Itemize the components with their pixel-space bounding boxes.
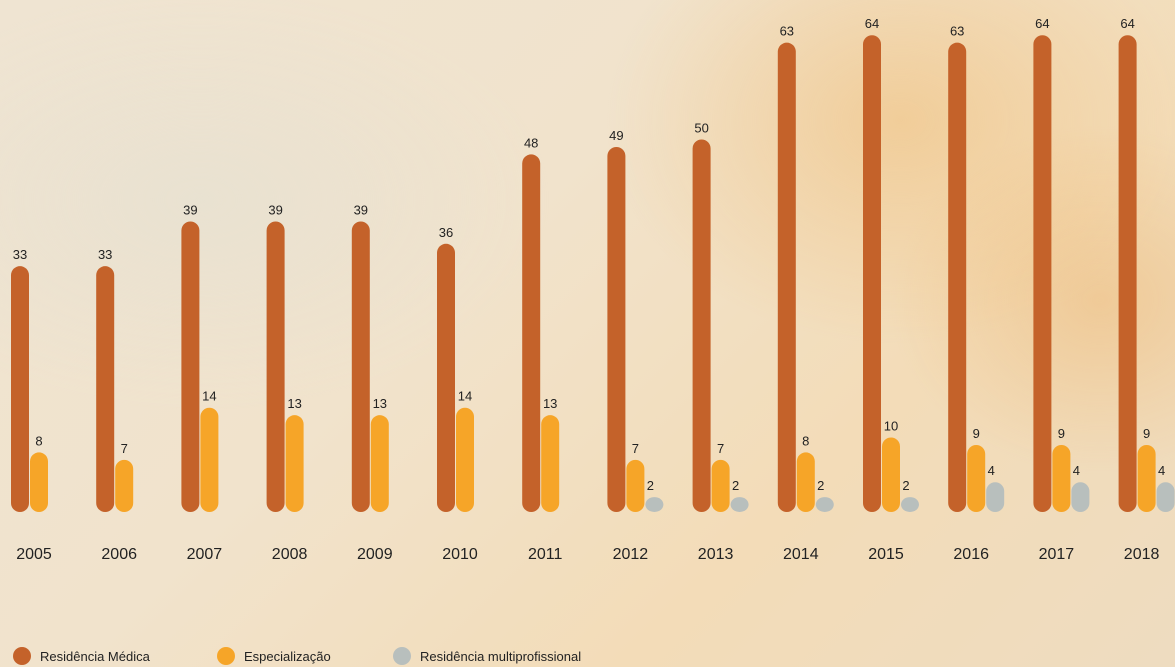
value-label: 63 <box>950 24 964 39</box>
x-tick-label: 2005 <box>16 546 52 563</box>
bar <box>437 243 455 513</box>
bar <box>181 221 200 512</box>
bar <box>986 482 1005 512</box>
value-label: 13 <box>373 396 387 411</box>
x-tick-label: 2014 <box>783 546 819 563</box>
value-label: 33 <box>98 247 112 262</box>
value-label: 7 <box>121 441 128 456</box>
x-tick-label: 2016 <box>953 546 989 563</box>
bar <box>96 266 115 512</box>
value-label: 63 <box>780 24 794 39</box>
bar <box>1071 482 1090 512</box>
bar <box>1118 35 1137 512</box>
bar <box>948 42 967 513</box>
bar <box>351 221 370 512</box>
legend-swatch <box>13 647 31 665</box>
bar <box>541 415 560 512</box>
value-label: 64 <box>1035 16 1049 31</box>
x-tick-label: 2018 <box>1124 546 1160 563</box>
value-label: 9 <box>1058 426 1065 441</box>
bar <box>1033 35 1052 512</box>
x-tick-label: 2010 <box>442 546 478 563</box>
value-label: 50 <box>694 121 708 136</box>
value-label: 14 <box>458 389 472 404</box>
value-label: 39 <box>354 202 368 217</box>
bar <box>456 407 474 512</box>
value-label: 4 <box>1158 463 1165 478</box>
value-label: 14 <box>202 389 216 404</box>
value-label: 13 <box>543 396 557 411</box>
value-label: 39 <box>183 202 197 217</box>
x-tick-label: 2017 <box>1039 546 1075 563</box>
value-label: 13 <box>287 396 301 411</box>
bar <box>711 459 730 512</box>
x-tick-label: 2013 <box>698 546 734 563</box>
value-label: 8 <box>802 433 809 448</box>
bar <box>815 497 834 512</box>
x-tick-label: 2007 <box>187 546 223 563</box>
value-label: 4 <box>988 463 995 478</box>
value-label: 49 <box>609 128 623 143</box>
bar <box>1052 444 1071 512</box>
value-label: 7 <box>717 441 724 456</box>
x-tick-label: 2011 <box>528 546 563 563</box>
legend-label: Especialização <box>244 649 331 664</box>
x-tick-label: 2008 <box>272 546 308 563</box>
bar <box>266 221 285 512</box>
value-label: 48 <box>524 135 538 150</box>
x-tick-label: 2006 <box>101 546 137 563</box>
bar <box>882 437 900 512</box>
value-label: 2 <box>817 478 824 493</box>
value-label: 9 <box>1143 426 1150 441</box>
legend-label: Residência Médica <box>40 649 151 664</box>
bar <box>863 35 881 512</box>
value-label: 10 <box>884 419 898 434</box>
x-tick-label: 2015 <box>868 546 904 563</box>
value-label: 2 <box>902 478 909 493</box>
bar <box>692 139 711 512</box>
bar <box>645 497 664 512</box>
bar <box>285 415 304 512</box>
legend-label: Residência multiprofissional <box>420 649 581 664</box>
value-label: 2 <box>732 478 739 493</box>
bar <box>901 497 919 512</box>
value-label: 9 <box>973 426 980 441</box>
value-label: 8 <box>35 433 42 448</box>
x-tick-label: 2009 <box>357 546 393 563</box>
bar <box>522 154 541 512</box>
bar <box>30 452 48 512</box>
value-label: 64 <box>865 16 879 31</box>
bar <box>115 459 134 512</box>
x-tick-label: 2012 <box>613 546 649 563</box>
legend-swatch <box>393 647 411 665</box>
value-label: 64 <box>1120 16 1134 31</box>
value-label: 4 <box>1073 463 1080 478</box>
bar <box>1156 482 1175 512</box>
bar <box>777 42 796 513</box>
value-label: 36 <box>439 225 453 240</box>
bar <box>796 452 815 512</box>
bar <box>200 407 219 512</box>
bar <box>11 266 29 512</box>
value-label: 39 <box>268 202 282 217</box>
bar <box>1137 444 1156 512</box>
bar <box>607 146 626 512</box>
value-label: 33 <box>13 247 27 262</box>
bar <box>370 415 389 512</box>
bar <box>626 459 645 512</box>
value-label: 7 <box>632 441 639 456</box>
legend-swatch <box>217 647 235 665</box>
value-label: 2 <box>647 478 654 493</box>
bar <box>730 497 749 512</box>
bar <box>967 444 986 512</box>
